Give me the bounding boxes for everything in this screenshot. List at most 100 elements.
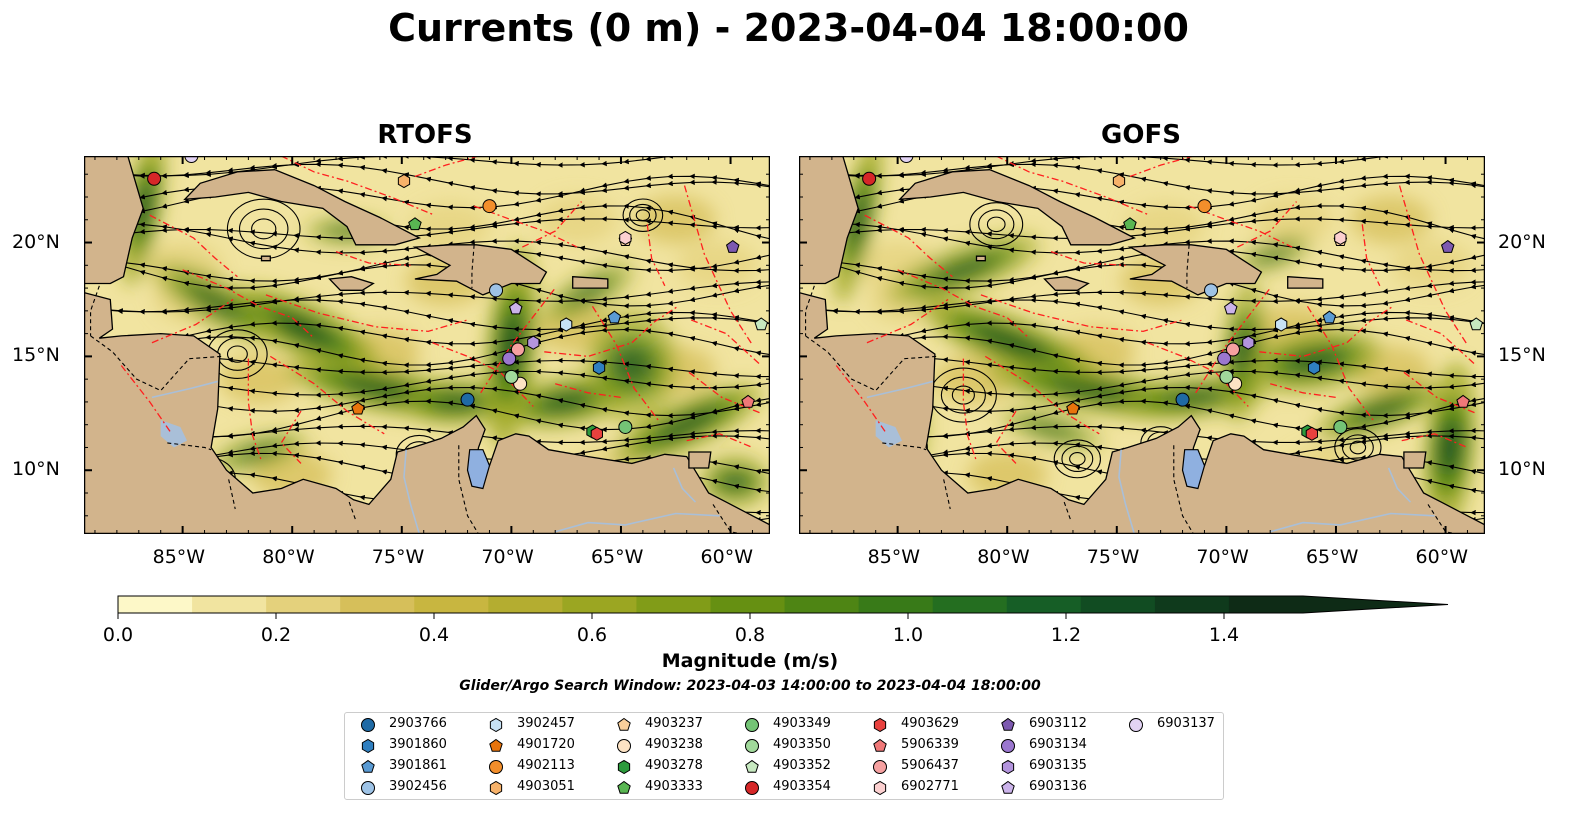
float-marker-4903354[interactable] — [147, 171, 162, 186]
lon-tick-label: 70°W — [481, 546, 534, 568]
float-marker-6903135[interactable] — [527, 335, 540, 350]
float-marker-6903134[interactable] — [1217, 351, 1232, 366]
legend-label: 4903350 — [773, 737, 831, 752]
float-marker-4903051[interactable] — [1112, 173, 1126, 189]
float-marker-3901860[interactable] — [592, 360, 606, 375]
lon-tick-label: 65°W — [1305, 546, 1359, 568]
float-marker-6903112[interactable] — [725, 239, 740, 253]
eez-line — [1361, 224, 1381, 287]
float-marker-3901861[interactable] — [1322, 310, 1337, 324]
colorbar-segment — [488, 596, 563, 613]
float-marker-4902113[interactable] — [1197, 199, 1212, 214]
landmass-hispaniola — [1127, 244, 1263, 296]
float-marker-5906437[interactable] — [1225, 342, 1240, 357]
colorbar-segment — [1006, 596, 1082, 613]
eez-line — [335, 251, 411, 266]
landmass-hispaniola — [412, 244, 548, 296]
float-marker-4902113[interactable] — [482, 199, 497, 214]
float-marker-6903112[interactable] — [1440, 239, 1455, 253]
landmass-mexicoN — [84, 156, 144, 285]
eddy-streamline — [1349, 440, 1367, 455]
legend-label: 3902456 — [389, 779, 447, 794]
eez-line — [835, 365, 888, 435]
float-marker-2903766[interactable] — [460, 392, 475, 407]
float-marker-6902771[interactable] — [1334, 230, 1347, 246]
eez-line — [432, 342, 534, 407]
float-marker-6903136[interactable] — [508, 301, 523, 315]
country-border — [167, 442, 212, 451]
colorbar-segment — [784, 596, 860, 613]
legend-label: 6903134 — [1029, 737, 1087, 752]
country-border — [458, 445, 479, 534]
legend-marker-hexagon — [361, 738, 375, 754]
eez-line — [1270, 383, 1337, 399]
river — [1270, 512, 1435, 533]
country-border — [805, 285, 815, 336]
colorbar-label: Magnitude (m/s) — [661, 650, 839, 672]
colorbar-segment — [414, 596, 489, 613]
float-marker-4903051[interactable] — [397, 173, 411, 189]
map-panel-gofs[interactable] — [799, 156, 1485, 534]
float-marker-3901860[interactable] — [1307, 360, 1321, 375]
eez-line — [984, 355, 1100, 435]
colorbar-segment — [710, 596, 786, 613]
legend-label: 6902771 — [901, 779, 959, 794]
river — [151, 380, 218, 399]
country-border — [943, 479, 951, 510]
float-marker-5906437[interactable] — [510, 342, 525, 357]
float-marker-6903137[interactable] — [184, 156, 199, 163]
float-marker-4903352[interactable] — [1469, 317, 1484, 331]
float-marker-6903137[interactable] — [899, 156, 914, 163]
float-marker-6903134[interactable] — [502, 351, 517, 366]
float-marker-4903354[interactable] — [862, 171, 877, 186]
eez-line — [1195, 287, 1271, 394]
float-marker-4903350[interactable] — [1219, 369, 1234, 384]
eez-line — [897, 269, 1030, 339]
eddy-streamline — [1053, 439, 1101, 479]
country-border — [1186, 244, 1190, 289]
float-marker-3902457[interactable] — [560, 317, 573, 332]
legend-label: 3902457 — [517, 716, 575, 731]
float-marker-2903766[interactable] — [1175, 392, 1190, 407]
float-marker-4903629[interactable] — [590, 426, 603, 441]
legend-label: 3901861 — [389, 758, 447, 773]
float-marker-4903352[interactable] — [754, 317, 769, 331]
float-marker-3902457[interactable] — [1275, 317, 1288, 332]
float-marker-4903333[interactable] — [408, 217, 422, 231]
eddy-streamline — [986, 216, 1006, 233]
river — [866, 380, 933, 399]
eez-line — [473, 205, 578, 248]
eez-line — [265, 294, 468, 332]
float-legend: 2903766 3901860 3901861 3902456 3902457 49017… — [344, 712, 1224, 800]
legend-label: 5906437 — [901, 758, 959, 773]
river — [1118, 449, 1136, 534]
colorbar-segment — [1080, 596, 1156, 613]
eddy-streamline — [238, 208, 289, 250]
float-marker-6903136[interactable] — [1223, 301, 1238, 315]
float-marker-4903349[interactable] — [1333, 419, 1348, 434]
float-marker-6902771[interactable] — [619, 230, 632, 246]
colorbar-segment — [192, 596, 267, 613]
float-marker-4903349[interactable] — [618, 419, 633, 434]
float-marker-6903135[interactable] — [1242, 335, 1255, 350]
float-marker-3902456[interactable] — [489, 283, 504, 298]
eez-line — [864, 214, 953, 278]
colorbar-segment — [858, 596, 934, 613]
eez-line — [1403, 371, 1477, 414]
eez-line — [1401, 433, 1468, 449]
float-marker-4901720[interactable] — [1066, 401, 1080, 415]
eez-line — [995, 156, 1150, 216]
eez-line — [646, 224, 666, 287]
legend-marker-circle — [745, 781, 759, 795]
float-marker-3902456[interactable] — [1204, 283, 1219, 298]
float-marker-4903333[interactable] — [1123, 217, 1137, 231]
float-marker-4901720[interactable] — [351, 401, 365, 415]
colorbar-tick-label: 1.4 — [1208, 624, 1240, 646]
legend-marker-hexagon — [1001, 759, 1015, 775]
float-marker-5906339[interactable] — [1456, 394, 1470, 408]
float-marker-4903350[interactable] — [504, 369, 519, 384]
float-marker-5906339[interactable] — [741, 394, 755, 408]
float-marker-4903629[interactable] — [1305, 426, 1318, 441]
map-panel-rtofs[interactable] — [84, 156, 770, 534]
float-marker-3901861[interactable] — [607, 310, 622, 324]
